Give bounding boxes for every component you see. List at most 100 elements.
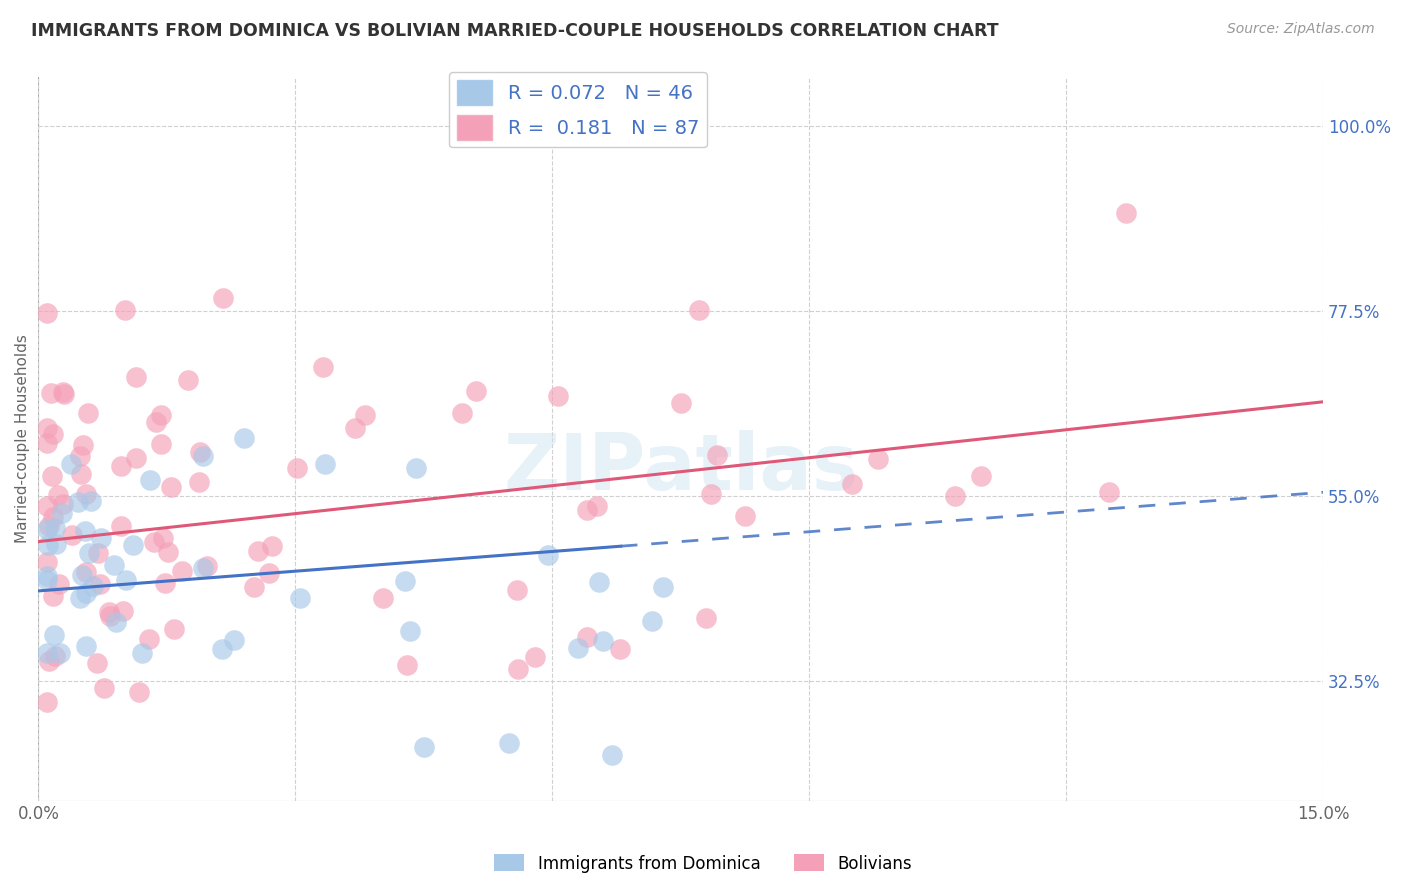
Point	[44, 649, 66, 664]
Point	[69, 450, 91, 464]
Point	[110, 519, 132, 533]
Point	[575, 502, 598, 516]
Point	[188, 445, 211, 459]
Point	[38, 654, 60, 668]
Point	[177, 373, 200, 387]
Point	[866, 452, 889, 467]
Point	[35, 436, 58, 450]
Point	[143, 535, 166, 549]
Point	[66, 495, 89, 509]
Point	[699, 487, 721, 501]
Point	[841, 477, 863, 491]
Point	[706, 448, 728, 462]
Point	[353, 408, 375, 422]
Point	[412, 740, 434, 755]
Point	[172, 564, 194, 578]
Point	[97, 605, 120, 619]
Point	[131, 646, 153, 660]
Point	[212, 291, 235, 305]
Point	[285, 460, 308, 475]
Text: Source: ZipAtlas.com: Source: ZipAtlas.com	[1227, 22, 1375, 37]
Point	[405, 460, 427, 475]
Point	[114, 302, 136, 317]
Point	[75, 586, 97, 600]
Point	[943, 489, 966, 503]
Point	[651, 580, 673, 594]
Point	[103, 558, 125, 573]
Point	[125, 450, 148, 465]
Point	[87, 546, 110, 560]
Point	[163, 622, 186, 636]
Point	[93, 681, 115, 695]
Point	[451, 406, 474, 420]
Point	[506, 583, 529, 598]
Point	[288, 591, 311, 605]
Point	[89, 576, 111, 591]
Text: ZIPatlas: ZIPatlas	[503, 430, 858, 506]
Y-axis label: Married-couple Households: Married-couple Households	[15, 334, 30, 543]
Point	[191, 449, 214, 463]
Point	[588, 574, 610, 589]
Point	[48, 577, 70, 591]
Point	[498, 736, 520, 750]
Point	[75, 566, 97, 580]
Point	[1115, 205, 1137, 219]
Point	[39, 386, 62, 401]
Point	[69, 591, 91, 606]
Point	[150, 409, 173, 423]
Point	[52, 384, 75, 399]
Point	[567, 641, 589, 656]
Point	[60, 528, 83, 542]
Point	[35, 695, 58, 709]
Point	[60, 457, 83, 471]
Point	[592, 633, 614, 648]
Point	[35, 421, 58, 435]
Point	[160, 480, 183, 494]
Point	[257, 566, 280, 581]
Point	[688, 303, 710, 318]
Point	[211, 642, 233, 657]
Point	[600, 748, 623, 763]
Point	[122, 537, 145, 551]
Point	[195, 558, 218, 573]
Point	[506, 662, 529, 676]
Point	[82, 579, 104, 593]
Point	[537, 548, 560, 562]
Point	[152, 531, 174, 545]
Point	[139, 473, 162, 487]
Point	[547, 389, 569, 403]
Text: IMMIGRANTS FROM DOMINICA VS BOLIVIAN MARRIED-COUPLE HOUSEHOLDS CORRELATION CHART: IMMIGRANTS FROM DOMINICA VS BOLIVIAN MAR…	[31, 22, 998, 40]
Point	[35, 568, 58, 582]
Point	[90, 531, 112, 545]
Point	[38, 518, 60, 533]
Point	[110, 458, 132, 473]
Point	[75, 640, 97, 654]
Point	[398, 624, 420, 639]
Point	[35, 555, 58, 569]
Point	[734, 509, 756, 524]
Point	[37, 538, 59, 552]
Point	[314, 457, 336, 471]
Point	[72, 438, 94, 452]
Point	[343, 420, 366, 434]
Point	[35, 523, 58, 537]
Point	[111, 604, 134, 618]
Point	[45, 536, 67, 550]
Point	[395, 657, 418, 672]
Point	[115, 574, 138, 588]
Point	[188, 475, 211, 490]
Point	[524, 649, 547, 664]
Point	[262, 539, 284, 553]
Point	[191, 560, 214, 574]
Point	[46, 488, 69, 502]
Point	[70, 567, 93, 582]
Point	[52, 498, 75, 512]
Point	[1098, 485, 1121, 500]
Point	[243, 580, 266, 594]
Point	[465, 384, 488, 398]
Point	[35, 646, 58, 660]
Point	[51, 506, 73, 520]
Point	[75, 487, 97, 501]
Point	[138, 632, 160, 647]
Point	[105, 615, 128, 630]
